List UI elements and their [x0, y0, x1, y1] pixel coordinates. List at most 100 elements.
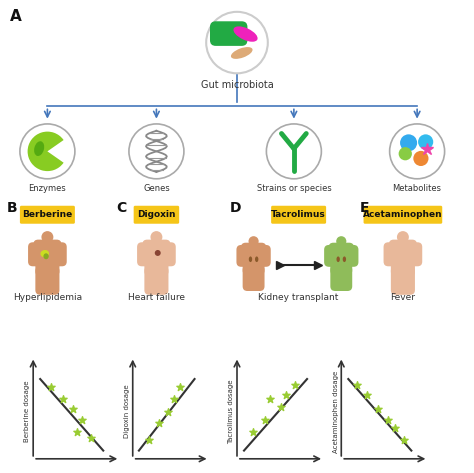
FancyBboxPatch shape	[391, 256, 415, 276]
Text: Hyperlipidemia: Hyperlipidemia	[13, 293, 82, 302]
Point	[60, 395, 67, 403]
Circle shape	[20, 124, 75, 179]
Ellipse shape	[337, 256, 340, 262]
Point	[146, 436, 153, 444]
Point	[392, 425, 399, 432]
Circle shape	[206, 12, 268, 73]
Wedge shape	[27, 131, 64, 171]
Text: Metabolites: Metabolites	[392, 184, 442, 193]
Y-axis label: Tacrolimus dosage: Tacrolimus dosage	[228, 379, 234, 444]
FancyBboxPatch shape	[400, 266, 415, 295]
FancyBboxPatch shape	[271, 206, 326, 224]
FancyBboxPatch shape	[391, 266, 406, 295]
FancyBboxPatch shape	[408, 242, 422, 266]
FancyBboxPatch shape	[257, 245, 271, 267]
Circle shape	[129, 124, 184, 179]
FancyBboxPatch shape	[345, 245, 358, 267]
Point	[176, 384, 184, 391]
Text: B: B	[7, 201, 18, 215]
Text: D: D	[230, 201, 241, 215]
Text: Gut microbiota: Gut microbiota	[201, 80, 273, 90]
FancyBboxPatch shape	[252, 242, 255, 248]
Text: Digoxin: Digoxin	[137, 210, 176, 219]
FancyBboxPatch shape	[36, 256, 59, 276]
FancyBboxPatch shape	[364, 206, 442, 224]
FancyBboxPatch shape	[52, 242, 67, 266]
Text: Berberine: Berberine	[22, 210, 73, 219]
FancyBboxPatch shape	[337, 265, 352, 291]
Point	[170, 395, 178, 403]
Point	[73, 428, 81, 436]
Circle shape	[41, 231, 54, 243]
Text: Strains or species: Strains or species	[256, 184, 331, 193]
Text: E: E	[360, 201, 370, 215]
FancyBboxPatch shape	[389, 240, 417, 266]
FancyBboxPatch shape	[250, 265, 264, 291]
Text: Kidney transplant: Kidney transplant	[258, 293, 339, 302]
FancyBboxPatch shape	[161, 242, 176, 266]
FancyBboxPatch shape	[324, 245, 338, 267]
Point	[155, 420, 163, 427]
FancyBboxPatch shape	[142, 240, 171, 266]
FancyBboxPatch shape	[155, 238, 158, 245]
FancyBboxPatch shape	[330, 257, 352, 275]
FancyBboxPatch shape	[44, 266, 59, 295]
Point	[364, 392, 371, 399]
Point	[249, 428, 257, 436]
Circle shape	[248, 236, 259, 246]
FancyBboxPatch shape	[339, 242, 343, 248]
FancyBboxPatch shape	[46, 238, 49, 245]
FancyBboxPatch shape	[137, 242, 152, 266]
Text: C: C	[116, 201, 127, 215]
FancyBboxPatch shape	[401, 238, 405, 245]
Ellipse shape	[40, 250, 49, 257]
Circle shape	[399, 147, 412, 160]
Circle shape	[400, 134, 417, 151]
Circle shape	[413, 151, 428, 166]
FancyBboxPatch shape	[330, 265, 345, 291]
Y-axis label: Berberine dosage: Berberine dosage	[24, 381, 30, 442]
Text: Fever: Fever	[391, 293, 415, 302]
Text: Tacrolimus: Tacrolimus	[271, 210, 326, 219]
Circle shape	[418, 134, 433, 149]
FancyBboxPatch shape	[36, 266, 51, 295]
Point	[69, 406, 77, 413]
Point	[384, 416, 392, 424]
Point	[164, 408, 172, 416]
FancyBboxPatch shape	[383, 242, 398, 266]
FancyBboxPatch shape	[33, 240, 62, 266]
Circle shape	[336, 236, 346, 246]
Text: A: A	[9, 9, 21, 25]
FancyBboxPatch shape	[243, 265, 257, 291]
Ellipse shape	[234, 26, 257, 42]
Point	[354, 381, 361, 388]
Text: Heart failure: Heart failure	[128, 293, 185, 302]
Point	[261, 416, 269, 424]
FancyBboxPatch shape	[20, 206, 75, 224]
FancyBboxPatch shape	[28, 242, 43, 266]
Point	[47, 384, 55, 391]
Point	[292, 381, 299, 388]
Point	[282, 392, 290, 399]
Circle shape	[390, 124, 445, 179]
FancyBboxPatch shape	[241, 243, 266, 267]
FancyBboxPatch shape	[145, 256, 168, 276]
FancyBboxPatch shape	[210, 21, 247, 46]
Point	[374, 406, 382, 413]
Point	[266, 395, 273, 403]
Ellipse shape	[34, 141, 44, 156]
Circle shape	[150, 231, 163, 243]
Point	[78, 416, 86, 424]
Text: Genes: Genes	[143, 184, 170, 193]
Ellipse shape	[343, 256, 346, 262]
Ellipse shape	[249, 256, 252, 262]
Text: Acetaminophen: Acetaminophen	[363, 210, 443, 219]
Ellipse shape	[44, 254, 49, 259]
FancyBboxPatch shape	[328, 243, 354, 267]
Text: Enzymes: Enzymes	[28, 184, 66, 193]
FancyBboxPatch shape	[145, 266, 160, 295]
Point	[88, 435, 95, 442]
FancyBboxPatch shape	[153, 266, 168, 295]
Point	[401, 436, 408, 444]
Circle shape	[266, 124, 321, 179]
